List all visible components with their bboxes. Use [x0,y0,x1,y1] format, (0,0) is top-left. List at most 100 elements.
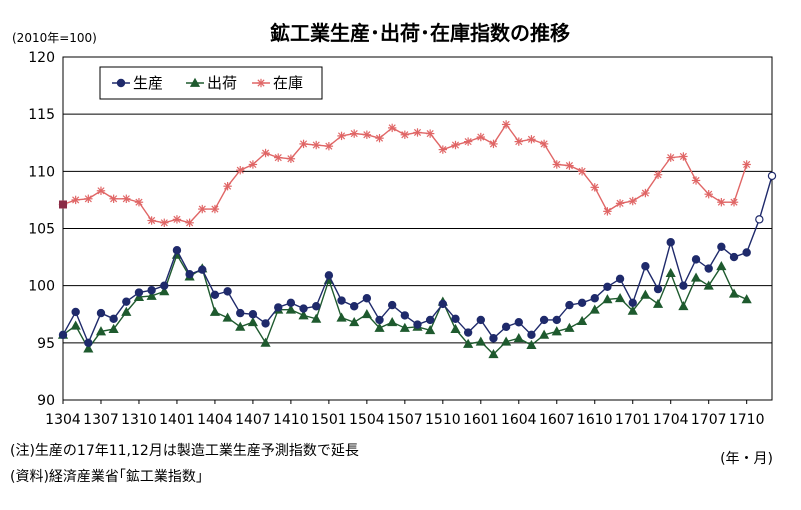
circle-marker [489,334,498,343]
circle-marker [463,328,473,337]
legend: 生産 出荷 在庫 [99,66,323,100]
circle-marker [603,282,612,292]
triangle-marker [374,322,385,332]
circle-marker [704,264,713,273]
circle-marker [248,310,258,319]
circle-marker [236,308,245,318]
triangle-marker [311,313,322,323]
asterisk-marker [274,153,283,162]
triangle-marker [627,305,638,315]
circle-marker [172,246,182,255]
x-unit-label: (年・月) [720,451,773,467]
asterisk-marker [666,153,675,162]
x-tick-label: 1610 [577,412,613,428]
circle-marker [286,298,296,308]
asterisk-marker [236,165,245,175]
asterisk-marker [337,131,346,141]
triangle-marker [387,317,398,327]
circle-marker [501,322,511,332]
triangle-marker [450,323,461,334]
triangle-marker [361,309,372,319]
triangle-marker [741,294,752,304]
asterisk-marker [729,198,739,207]
asterisk-marker [603,207,612,216]
circle-marker [71,307,80,317]
circle-marker [96,308,106,318]
circle-marker [539,315,549,325]
triangle-marker [690,272,702,282]
legend-label: 出荷 [207,74,237,92]
circle-marker [666,238,675,247]
triangle-marker [108,323,119,334]
legend-label: 在庫 [273,74,303,92]
asterisk-marker [628,196,637,206]
circle-marker [628,298,637,308]
triangle-marker [189,77,201,87]
triangle-marker [463,338,474,348]
triangle-marker [640,289,651,299]
triangle-marker [589,304,600,314]
circle-marker [84,338,93,348]
circle-marker [577,298,587,308]
x-tick-label: 1604 [501,412,537,428]
asterisk-marker [96,186,106,195]
circle-marker [451,314,460,324]
asterisk-marker [198,204,207,214]
circle-marker [400,311,410,320]
x-tick-label: 1410 [273,412,309,428]
circle-marker [729,252,739,262]
triangle-marker [70,320,81,330]
circle-marker [527,330,536,340]
triangle-marker [95,326,107,336]
asterisk-marker [312,140,321,150]
x-tick-label: 1504 [349,412,385,428]
triangle-marker [551,326,562,336]
x-tick-label: 1407 [235,412,271,428]
x-tick-label: 1701 [615,412,651,428]
asterisk-marker [691,176,701,185]
circle-marker [552,315,561,325]
y-tick-label: 105 [28,222,55,238]
triangle-marker [399,322,410,332]
circle-marker [312,302,321,311]
asterisk-marker [299,139,308,149]
circle-marker [679,281,688,290]
asterisk-marker [514,137,523,146]
circle-marker [615,274,625,284]
circle-marker [349,302,359,311]
triangle-marker [501,336,512,346]
circle-marker [58,330,68,340]
series-line [62,123,748,224]
asterisk-marker [539,139,549,149]
asterisk-marker [577,167,587,176]
series-layer [57,120,777,359]
asterisk-marker [653,170,663,179]
y-axis-ticks: 90 95 100 105 110 115 120 [28,50,55,409]
circle-marker [641,262,650,271]
asterisk-marker [362,130,372,139]
asterisk-marker [109,194,118,203]
asterisk-marker [704,190,713,199]
triangle-marker [121,306,132,316]
asterisk-marker [375,133,384,143]
circle-marker [122,297,131,306]
start-marker [59,200,67,209]
note-source: (資料)経済産業省｢鉱工業指数｣ [10,469,203,485]
circle-marker [223,287,232,296]
triangle-marker [539,329,550,339]
circle-marker [717,242,726,251]
circle-marker [362,294,372,303]
circle-marker [324,271,334,280]
circle-marker [210,290,220,300]
circle-marker [147,286,156,295]
circle-marker [565,300,574,310]
triangle-marker [602,294,613,304]
chart-title: 鉱工業生産･出荷･在庫指数の推移 [270,21,570,45]
asterisk-marker [324,141,334,151]
asterisk-marker [615,199,625,208]
circle-marker [261,319,270,328]
circle-marker [299,304,308,313]
asterisk-marker [552,160,561,169]
asterisk-marker [489,139,498,149]
